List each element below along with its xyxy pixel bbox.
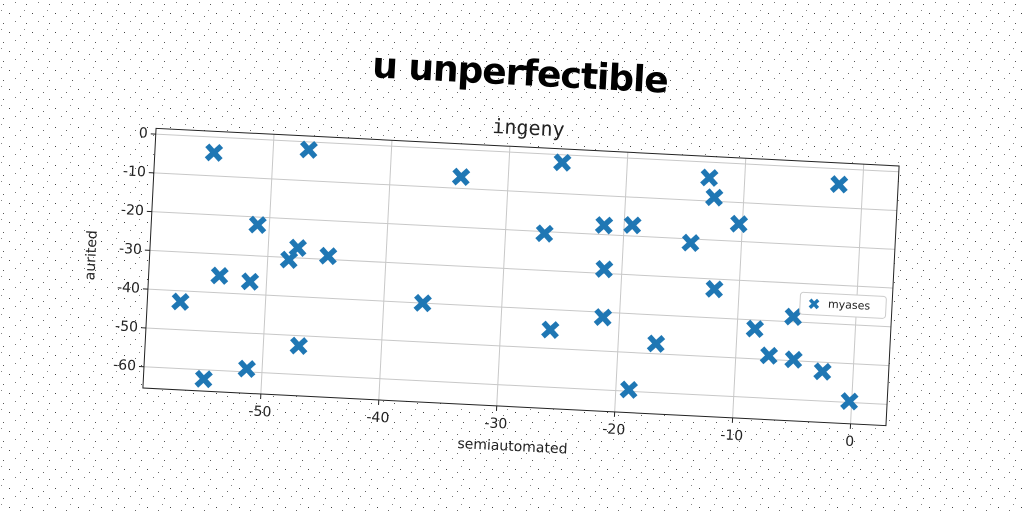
marker: [171, 292, 190, 311]
grid-line: [153, 172, 897, 212]
marker: [288, 238, 307, 258]
grid-line: [850, 164, 865, 424]
grid-line: [149, 249, 893, 289]
marker: [194, 369, 213, 389]
marker: [594, 216, 614, 235]
y-tick-label: -30: [119, 241, 143, 258]
marker: [240, 272, 260, 291]
marker: [619, 380, 638, 399]
legend-box: [799, 291, 887, 319]
x-tick-label: -50: [248, 403, 272, 420]
marker: [681, 233, 700, 253]
marker: [700, 168, 719, 187]
grid-line: [155, 133, 899, 173]
marker: [451, 167, 471, 187]
marker: [784, 350, 803, 369]
grid-line: [147, 288, 891, 328]
marker: [646, 334, 666, 353]
x-tick-label: -30: [484, 415, 508, 432]
y-tick-label: -60: [113, 357, 137, 374]
marker: [729, 214, 749, 234]
y-tick-label: -10: [123, 163, 147, 180]
marker: [759, 346, 779, 365]
grid-line: [732, 158, 747, 418]
marker: [248, 215, 267, 234]
x-axis-label: semiautomated: [457, 436, 568, 458]
marker: [535, 224, 554, 243]
grid-line: [378, 140, 393, 400]
marker: [237, 359, 256, 378]
grid-line: [496, 146, 511, 406]
grid-line: [614, 152, 629, 412]
x-tick-label: -20: [602, 421, 626, 438]
y-tick-label: 0: [138, 125, 148, 141]
y-tick-label: -50: [115, 318, 139, 335]
grid-line: [151, 211, 895, 250]
x-tick-label: -10: [720, 427, 744, 444]
marker: [279, 250, 299, 269]
y-tick-label: -40: [117, 280, 141, 297]
x-tick-label: 0: [845, 434, 855, 450]
plot-group: -50 -40 -30 -20 -10 0 0 -10 -20 -30 -40 -50 -60 ingen…: [82, 114, 900, 458]
marker: [829, 175, 849, 194]
x-tick-label: -40: [366, 409, 390, 426]
marker: [204, 143, 224, 162]
subtitle: ingeny: [492, 114, 565, 142]
marker: [318, 246, 338, 266]
marker: [413, 293, 432, 313]
marker: [593, 308, 613, 327]
grid-line: [260, 134, 275, 395]
marker: [705, 188, 724, 207]
plot-frame: [142, 127, 900, 427]
grid-line: [143, 366, 888, 405]
marker: [784, 307, 803, 327]
marker: [541, 320, 560, 339]
marker: [623, 215, 642, 235]
marker: [553, 153, 572, 172]
marker: [299, 140, 318, 159]
marker: [705, 279, 724, 299]
marker: [840, 392, 859, 411]
marker: [813, 362, 832, 381]
marker: [745, 319, 765, 339]
legend-marker: [808, 298, 820, 310]
legend-label: myases: [828, 298, 871, 313]
marker: [289, 336, 308, 355]
marker: [594, 259, 614, 279]
marker: [210, 266, 229, 285]
y-axis-label: aurited: [82, 230, 101, 281]
y-tick-label: -20: [121, 202, 145, 219]
